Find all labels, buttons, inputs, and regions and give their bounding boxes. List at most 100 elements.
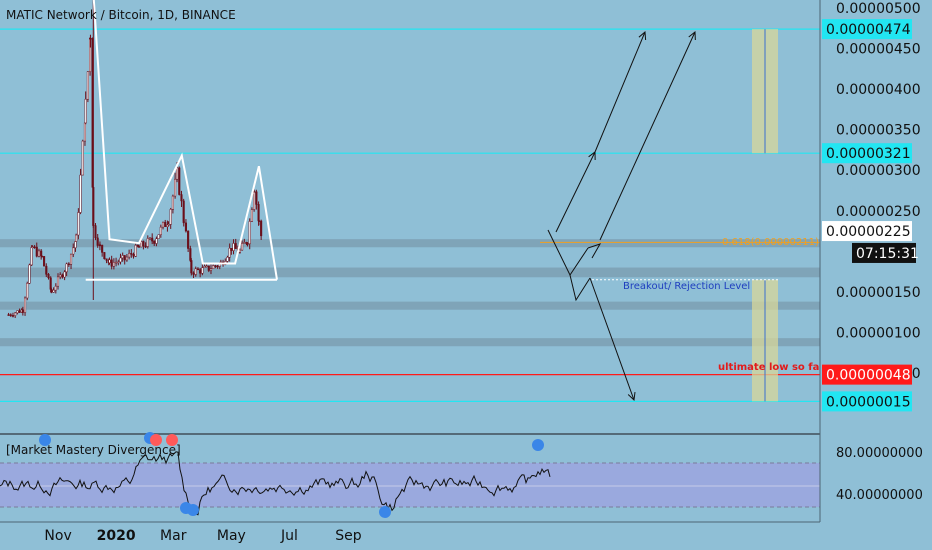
time-tick-2: Mar [160,528,187,544]
candle-body-21 [49,277,52,290]
candle-body-50 [103,252,106,259]
candle-body-96 [196,268,200,271]
candle-body-113 [232,243,235,251]
support-band-2 [0,301,820,310]
candle-body-34 [75,234,78,242]
price-label-bg-0 [822,19,912,40]
path-zigzag-2 [587,243,602,259]
candle-body-56 [115,261,118,264]
candle-body-118 [243,242,246,244]
candle-body-110 [226,256,229,262]
candle-body-59 [121,255,124,259]
candle-body-12 [31,246,34,249]
path-zigzag-3 [569,274,591,302]
divergence-dot-3 [166,434,178,446]
price-tick-6: 0.00000150 [836,285,921,301]
candle-body-68 [140,241,143,248]
divergence-dot-6 [379,506,391,518]
candle-body-20 [47,274,50,279]
candle-body-114 [234,243,237,249]
price-tick-2: 0.00000400 [836,82,921,98]
ind-tick-40: 40.00000000 [836,488,923,503]
price-tick-0: 0.00000500 [836,1,921,17]
candle-body-90 [184,222,187,232]
rsi-series [0,432,551,518]
candle-body-38 [83,122,87,142]
price-label-0: 0.00000474 [826,22,911,38]
rsi-band [0,463,820,507]
candle-body-86 [178,167,181,195]
candle-body-58 [119,257,122,263]
price-level-lines [0,28,820,402]
candle-body-87 [180,194,183,202]
price-tick-1: 0.00000450 [836,42,921,58]
candle-body-15 [37,250,41,257]
price-label-2: 0.00000225 [826,224,911,240]
candle-body-128 [260,220,263,237]
support-bands [0,239,820,347]
candle-body-62 [128,253,131,258]
candle-body-67 [137,246,141,248]
candle-body-4 [16,310,19,314]
arrow-down [589,277,635,401]
arrow-up-1b-head [638,30,647,41]
breakout-annotation: Breakout/ Rejection Level [623,281,750,292]
candle-body-36 [79,174,82,213]
candle-body-22 [50,289,53,293]
candle-body-63 [130,253,133,255]
candle-body-125 [255,191,258,205]
time-tick-3: May [217,528,246,544]
candle-body-1 [9,314,12,316]
candle-body-11 [30,247,33,266]
candle-body-83 [171,195,174,210]
candle-body-127 [257,220,260,222]
fib-annotation: 0.618(0.00000211) [722,237,819,248]
candle-body-25 [56,276,60,287]
candle-body-39 [84,98,87,124]
price-label-bg-2 [822,221,912,242]
candle-body-99 [203,266,206,268]
candle-series [7,0,263,319]
support-band-0 [0,267,820,278]
candle-body-10 [28,264,31,284]
candle-body-51 [105,258,108,261]
time-axis-ticks: Nov 2020 Mar May Jul Sep [44,528,361,544]
candle-body-95 [194,268,197,275]
ind-tick-80: 80.00000000 [836,446,923,461]
candle-body-26 [59,274,62,278]
support-band-1 [0,239,820,248]
time-tick-0: Nov [44,528,71,544]
candle-body-28 [63,271,66,278]
time-tick-4: Jul [280,528,298,544]
candle-body-112 [230,247,233,251]
candle-body-18 [43,256,46,267]
pattern-line-1 [92,0,278,280]
time-axis-bg [0,522,932,550]
price-label-1: 0.00000321 [826,146,911,162]
candle-body-2 [11,315,15,317]
candle-body-65 [134,245,137,257]
divergence-dot-0 [39,434,51,446]
candle-body-78 [161,221,165,228]
candle-body-123 [253,191,256,210]
ultimate-low-annotation: ultimate low so far [718,362,824,373]
candle-body-54 [110,259,113,267]
candle-body-32 [72,247,75,255]
candle-body-8 [23,297,27,313]
candle-body-105 [216,265,219,268]
candle-body-116 [238,249,241,253]
candle-body-81 [167,224,170,226]
candle-body-60 [123,255,126,261]
support-band-3 [0,338,820,347]
divergence-dot-7 [532,439,544,451]
candle-body-94 [192,272,195,275]
price-label-5: 0.00000015 [826,394,911,410]
price-tick-4: 0.00000300 [836,163,921,179]
candle-body-16 [40,250,43,257]
candle-body-79 [164,221,167,227]
candle-body-45 [94,225,97,239]
candle-body-33 [74,241,77,249]
chart-title: MATIC Network / Bitcoin, 1D, BINANCE [6,8,236,22]
